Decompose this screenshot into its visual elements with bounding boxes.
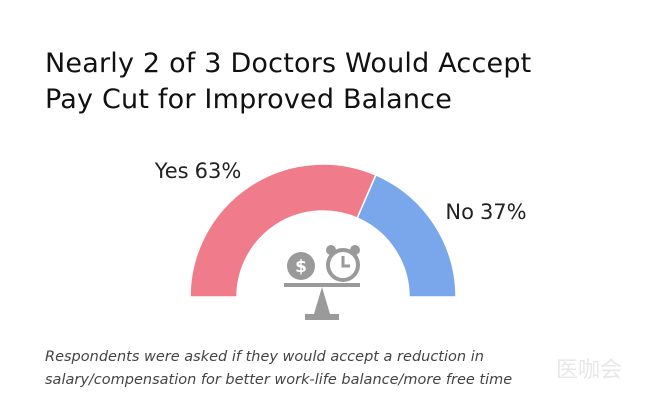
gauge-segment [356,173,457,298]
gauge-segment [189,163,377,298]
chart-title: Nearly 2 of 3 Doctors Would Accept Pay C… [45,48,532,115]
caption: Respondents were asked if they would acc… [45,349,513,388]
value-label: 37% [480,200,527,224]
category-label: No [445,200,474,224]
svg-text:$: $ [295,257,307,277]
slice-label: No 37% [445,200,526,224]
value-label: 63% [195,159,242,183]
watermark: 医咖会 [556,358,623,383]
slice-label: Yes 63% [154,159,242,183]
category-label: Yes [154,159,189,183]
scale-icon: $ [284,245,360,320]
